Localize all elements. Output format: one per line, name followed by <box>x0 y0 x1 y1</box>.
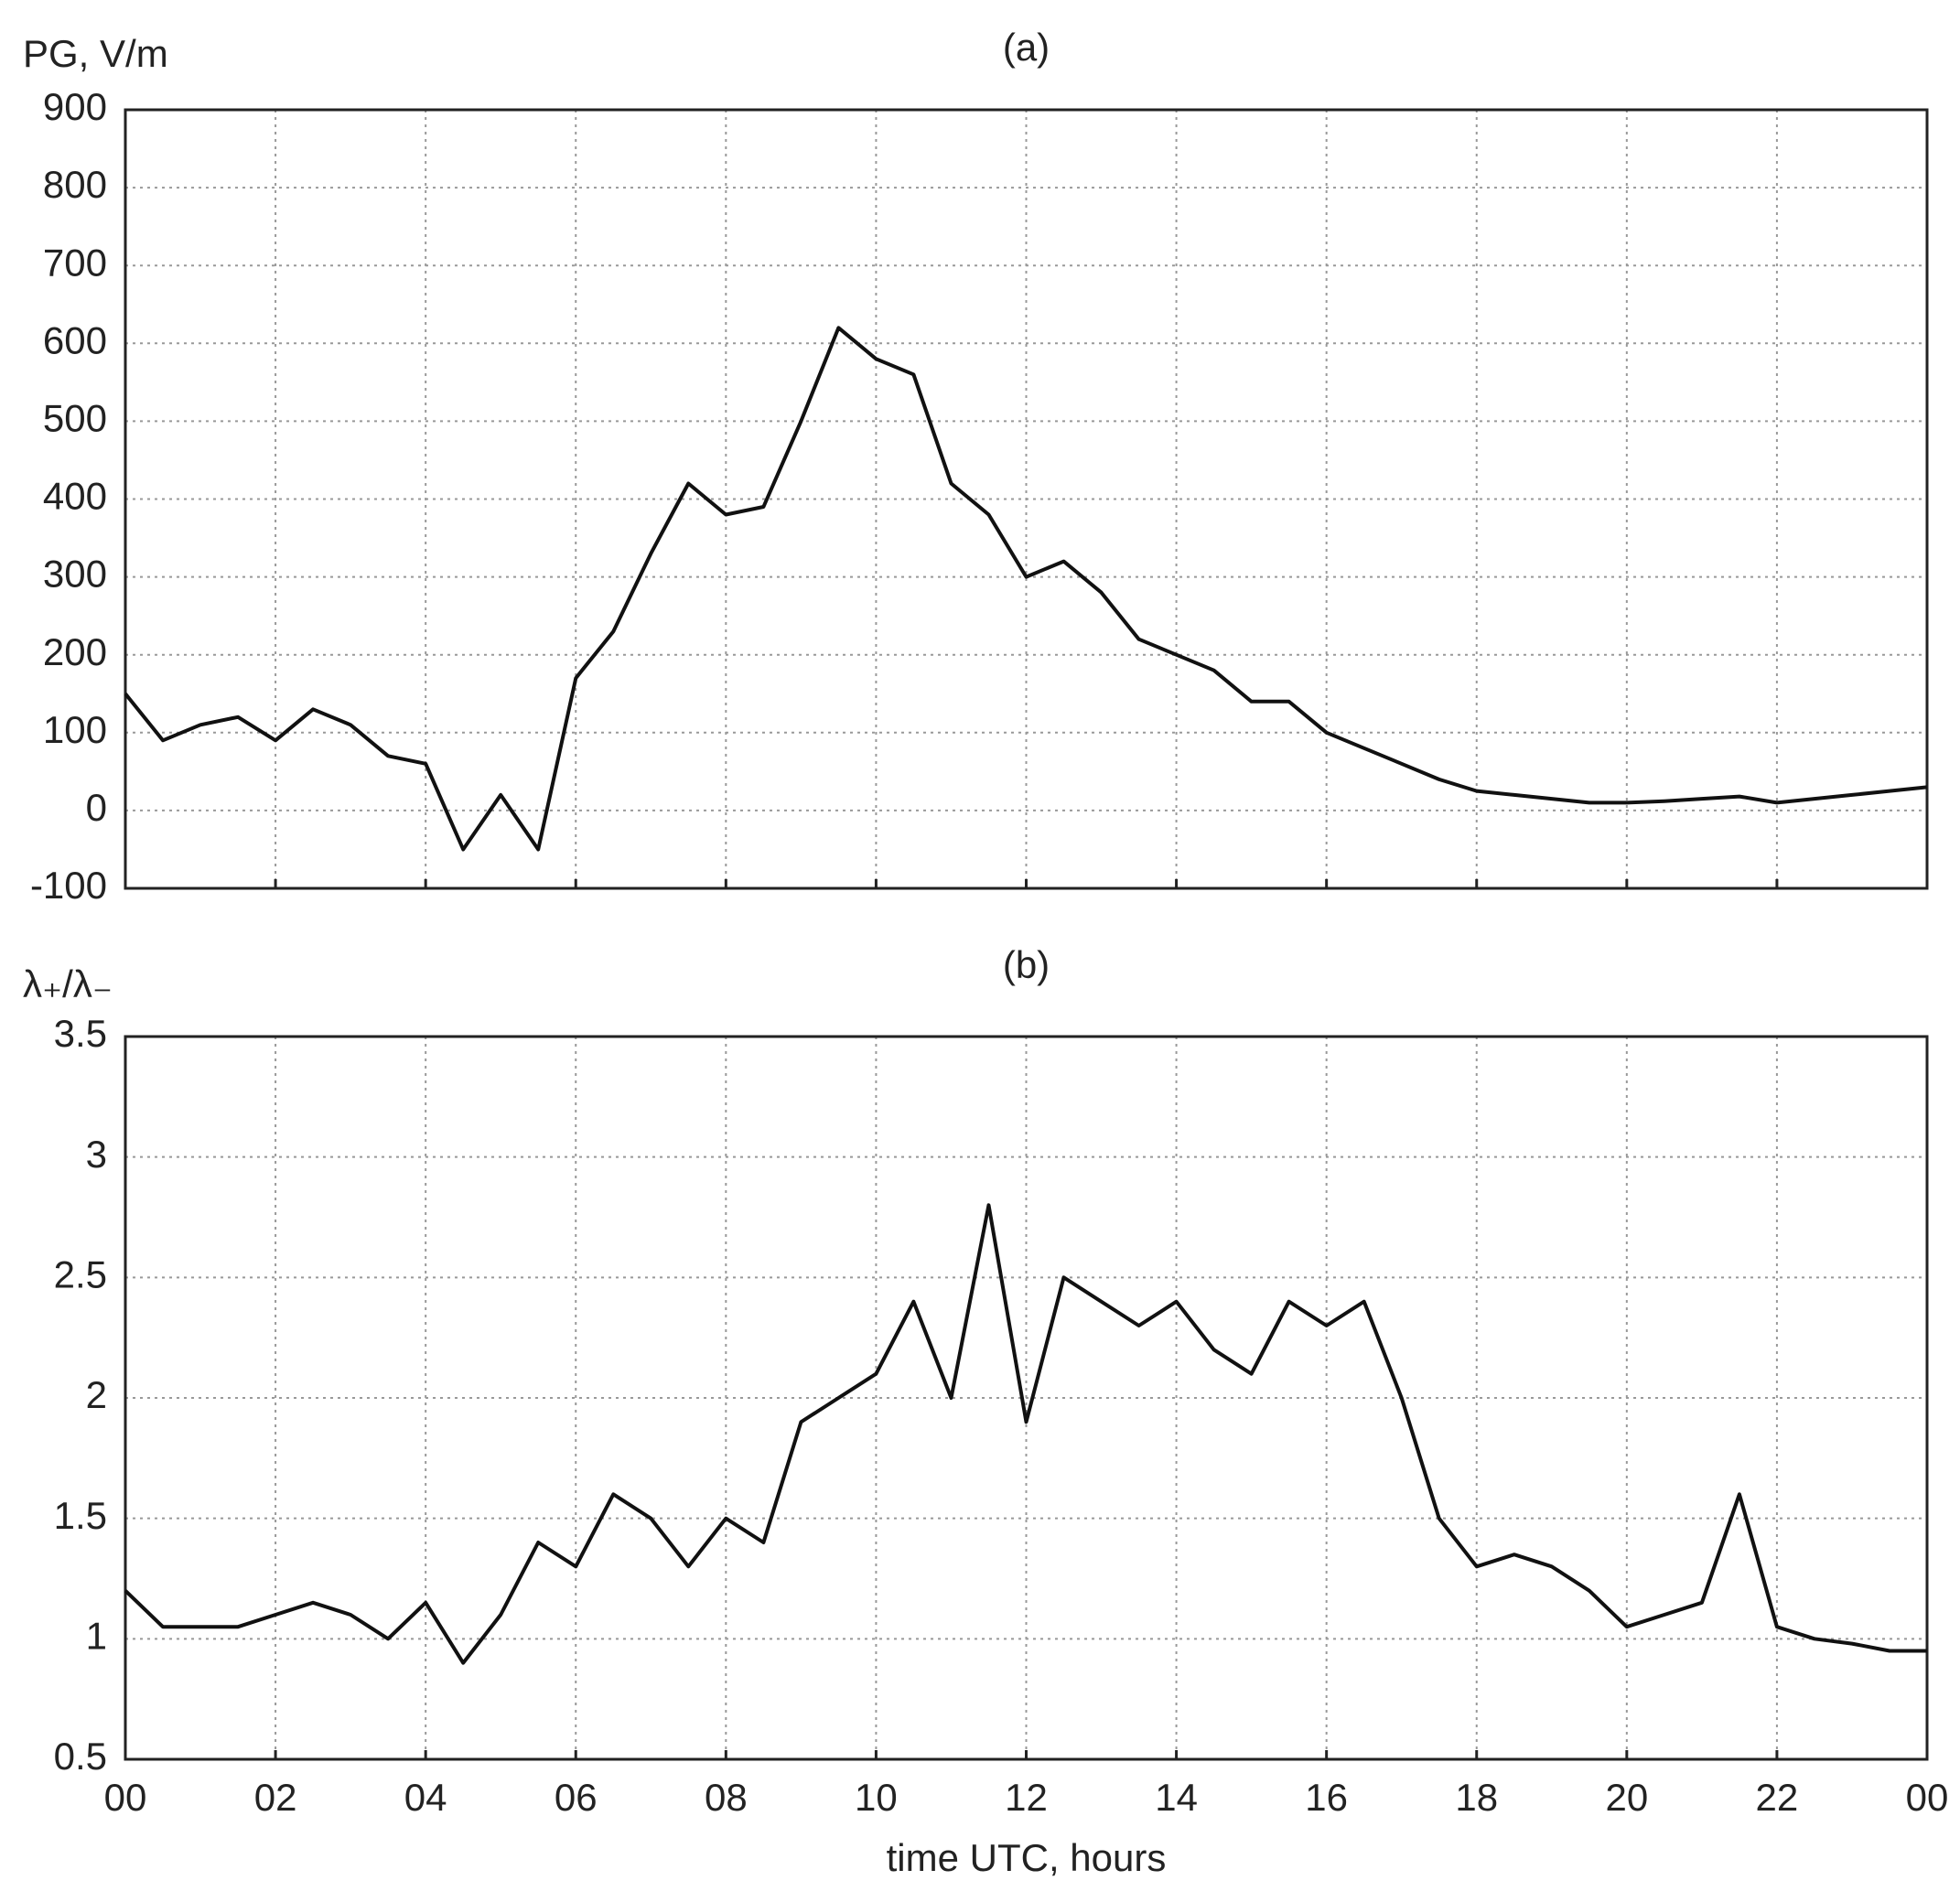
x-tick-label: 00 <box>1906 1776 1949 1819</box>
x-tick-label: 10 <box>855 1776 898 1819</box>
x-tick-label: 16 <box>1305 1776 1348 1819</box>
y-tick-label: 1.5 <box>54 1494 107 1537</box>
x-tick-label: 12 <box>1005 1776 1048 1819</box>
x-tick-label: 20 <box>1605 1776 1648 1819</box>
y-tick-label: 300 <box>43 553 107 596</box>
chart-title: (b) <box>1003 943 1050 986</box>
y-tick-label: 100 <box>43 708 107 751</box>
y-tick-label: 700 <box>43 241 107 284</box>
y-tick-label: 2 <box>86 1373 107 1416</box>
y-tick-label: 800 <box>43 163 107 206</box>
y-tick-label: 3 <box>86 1133 107 1176</box>
x-tick-label: 14 <box>1155 1776 1198 1819</box>
y-tick-label: 1 <box>86 1614 107 1657</box>
y-tick-label: 400 <box>43 475 107 518</box>
y-tick-label: 600 <box>43 318 107 361</box>
x-tick-label: 22 <box>1756 1776 1799 1819</box>
y-tick-label: 0.5 <box>54 1735 107 1778</box>
x-tick-label: 02 <box>254 1776 297 1819</box>
plot-frame <box>124 108 1929 890</box>
x-axis-label: time UTC, hours <box>887 1836 1167 1879</box>
x-tick-label: 06 <box>555 1776 598 1819</box>
x-tick-label: 08 <box>705 1776 748 1819</box>
x-tick-label: 04 <box>404 1776 447 1819</box>
y-axis-label: PG, V/m <box>23 32 168 75</box>
y-tick-label: 3.5 <box>54 1012 107 1055</box>
y-tick-label: 2.5 <box>54 1252 107 1295</box>
y-tick-label: 0 <box>86 786 107 829</box>
y-tick-label: 900 <box>43 85 107 128</box>
y-axis-label: λ₊/λ₋ <box>23 962 113 1005</box>
y-tick-label: 200 <box>43 630 107 673</box>
y-tick-label: -100 <box>30 864 107 907</box>
plot-frame <box>124 1035 1929 1761</box>
y-tick-label: 500 <box>43 396 107 439</box>
data-line <box>124 1203 1927 1665</box>
chart-title: (a) <box>1003 26 1050 69</box>
data-line <box>124 326 1928 852</box>
x-tick-label: 00 <box>104 1776 147 1819</box>
x-tick-label: 18 <box>1455 1776 1498 1819</box>
